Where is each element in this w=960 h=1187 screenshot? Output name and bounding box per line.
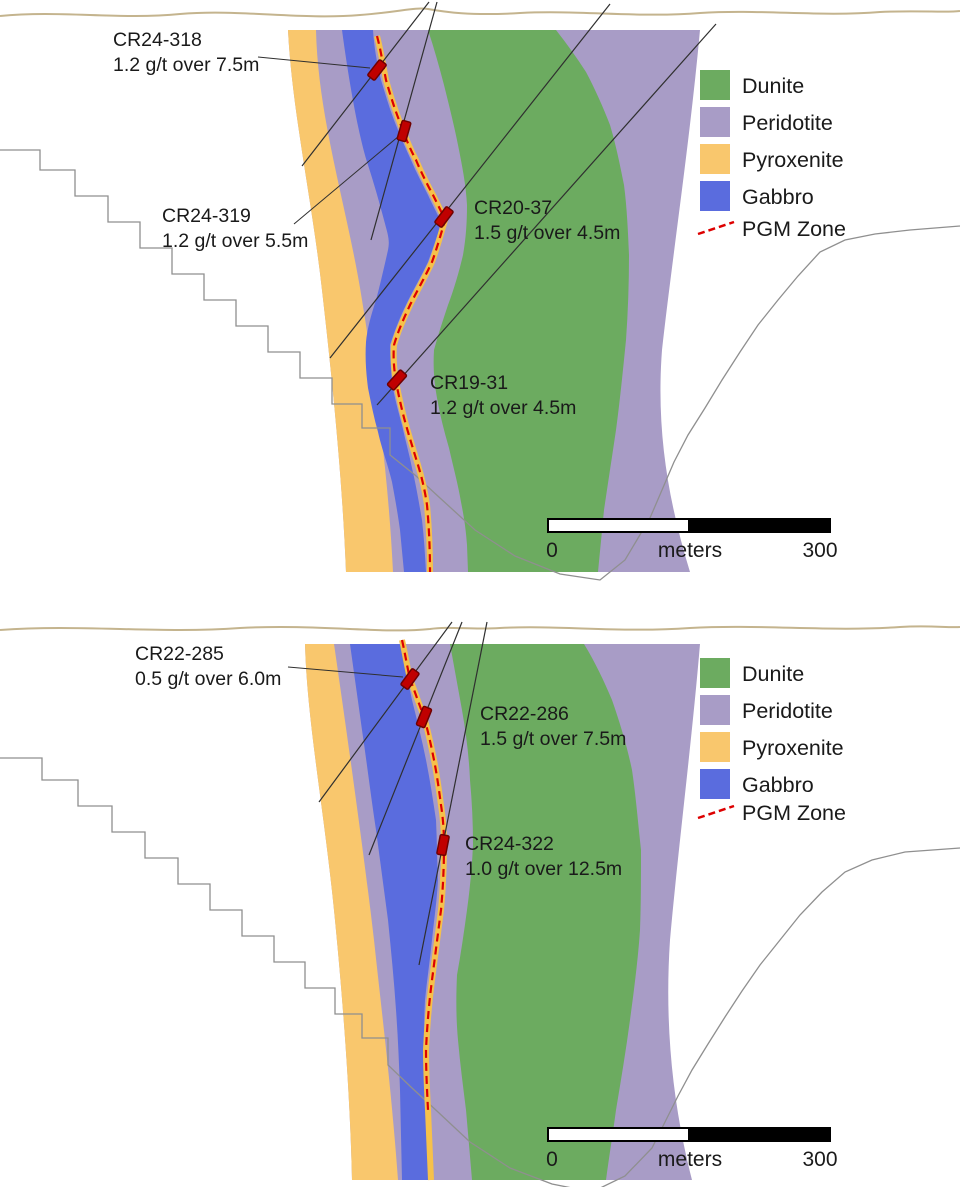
scale-bar: 0 meters 300 xyxy=(546,1127,838,1171)
drill-trace xyxy=(301,1,430,167)
scale-bar-black-segment xyxy=(688,519,830,532)
annotation-hole-id: CR22-286 xyxy=(480,703,569,725)
leader-line xyxy=(293,135,400,225)
lithology-dunite-core xyxy=(428,30,629,572)
annotation-hole-id: CR22-285 xyxy=(135,643,224,665)
legend-swatch-pyroxenite xyxy=(700,732,730,762)
surface-line xyxy=(0,7,960,18)
drill-intercept-marker xyxy=(436,833,450,857)
annotation-intercept: 1.2 g/t over 4.5m xyxy=(430,397,576,419)
drill-intercept-marker xyxy=(396,119,412,143)
drill-intercept-marker xyxy=(415,705,433,729)
lithology-gabbro-band xyxy=(350,644,438,1180)
lithology-pyroxenite-band xyxy=(305,644,398,1180)
legend-symbol-pgm-zone xyxy=(697,220,735,236)
legend-label: PGM Zone xyxy=(742,801,846,825)
scale-label-max: 300 xyxy=(802,539,837,562)
legend-swatch-dunite xyxy=(700,658,730,688)
annotation-hole-id: CR24-318 xyxy=(113,29,202,51)
pit-outline xyxy=(0,757,960,1187)
pit-outline xyxy=(0,149,960,581)
lithology-gabbro-band xyxy=(342,30,441,572)
drill-trace xyxy=(418,621,488,966)
annotations: CR22-285 0.5 g/t over 6.0m CR22-286 1.5 … xyxy=(135,643,626,880)
surface-line xyxy=(0,625,960,632)
legend-label: Gabbro xyxy=(742,185,814,209)
scale-bar-black-segment xyxy=(688,1128,830,1141)
scale-label-zero: 0 xyxy=(546,539,558,562)
scale-label-zero: 0 xyxy=(546,1148,558,1171)
legend-label: Gabbro xyxy=(742,773,814,797)
drill-intercept-marker xyxy=(400,668,420,690)
annotation-hole-id: CR24-319 xyxy=(162,205,251,227)
drill-intercept-marker xyxy=(386,369,408,391)
drill-intercept-marker xyxy=(434,206,454,228)
intercept-markers xyxy=(367,59,454,391)
legend-label: Pyroxenite xyxy=(742,736,844,760)
drill-trace xyxy=(376,23,717,406)
legend-swatch-gabbro xyxy=(700,181,730,211)
scale-label-unit: meters xyxy=(658,1148,722,1171)
leader-line xyxy=(287,666,404,678)
legend-swatch-pyroxenite xyxy=(700,144,730,174)
drill-trace xyxy=(329,3,611,359)
annotation-hole-id: CR19-31 xyxy=(430,372,508,394)
scale-bar: 0 meters 300 xyxy=(546,518,838,562)
leader-lines xyxy=(257,56,400,225)
legend: Dunite Peridotite Pyroxenite Gabbro PGM … xyxy=(697,70,846,241)
scale-label-unit: meters xyxy=(658,539,722,562)
legend-swatch-dunite xyxy=(700,70,730,100)
cross-section-panel-bottom: CR22-285 0.5 g/t over 6.0m CR22-286 1.5 … xyxy=(0,620,960,1187)
legend-label: Dunite xyxy=(742,74,804,98)
leader-line xyxy=(257,56,371,69)
legend-swatch-peridotite xyxy=(700,695,730,725)
legend-swatch-peridotite xyxy=(700,107,730,137)
lithology-dunite-core xyxy=(450,644,641,1180)
legend-symbol-pgm-zone xyxy=(697,804,735,820)
drill-intercept-marker xyxy=(367,59,387,81)
intercept-markers xyxy=(400,668,450,857)
legend-swatch-gabbro xyxy=(700,769,730,799)
legend-label: Dunite xyxy=(742,662,804,686)
leader-lines xyxy=(287,666,404,678)
legend-label: Peridotite xyxy=(742,111,833,135)
scale-label-max: 300 xyxy=(802,1148,837,1171)
annotation-hole-id: CR24-322 xyxy=(465,833,554,855)
annotation-intercept: 0.5 g/t over 6.0m xyxy=(135,668,281,690)
legend-label: Peridotite xyxy=(742,699,833,723)
drill-traces xyxy=(318,621,488,966)
annotation-intercept: 1.2 g/t over 5.5m xyxy=(162,230,308,252)
lithology-pyroxenite-band xyxy=(288,30,393,572)
annotation-intercept: 1.5 g/t over 7.5m xyxy=(480,728,626,750)
annotation-intercept: 1.2 g/t over 7.5m xyxy=(113,54,259,76)
annotation-intercept: 1.0 g/t over 12.5m xyxy=(465,858,622,880)
cross-section-panel-top: CR24-318 1.2 g/t over 7.5m CR24-319 1.2 … xyxy=(0,1,960,581)
drill-trace xyxy=(368,621,463,856)
pgm-zone-line xyxy=(400,639,446,1111)
annotations: CR24-318 1.2 g/t over 7.5m CR24-319 1.2 … xyxy=(113,29,620,419)
annotation-intercept: 1.5 g/t over 4.5m xyxy=(474,222,620,244)
annotation-hole-id: CR20-37 xyxy=(474,197,552,219)
legend-label: Pyroxenite xyxy=(742,148,844,172)
drill-trace xyxy=(318,621,453,803)
legend-label: PGM Zone xyxy=(742,217,846,241)
legend: Dunite Peridotite Pyroxenite Gabbro PGM … xyxy=(697,658,846,825)
